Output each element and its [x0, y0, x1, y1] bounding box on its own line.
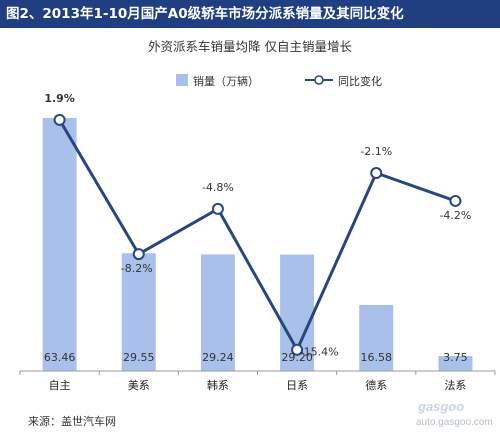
figure-title: 图2、2013年1-10月国产A0级轿车市场分派系销量及其同比变化	[0, 0, 500, 28]
bar-法系	[438, 356, 473, 371]
line-point	[132, 248, 145, 261]
yoy-change-line	[58, 119, 456, 352]
category-label: 韩系	[207, 378, 229, 392]
line-value-label: -15.4%	[300, 346, 339, 359]
line-point	[53, 113, 66, 126]
watermark-url: auto.gasgoo.com	[416, 417, 493, 428]
bar-韩系	[200, 254, 235, 371]
line-point	[449, 194, 462, 207]
line-value-label: -8.2%	[121, 262, 153, 275]
bar-美系	[121, 253, 156, 371]
bar-value-label: 29.20	[281, 351, 313, 364]
legend-bar-swatch	[176, 74, 188, 86]
category-label: 日系	[286, 379, 308, 392]
category-label: 法系	[444, 378, 466, 392]
legend-line-marker	[314, 75, 324, 85]
line-value-label: -2.1%	[360, 145, 392, 158]
line-point	[370, 167, 383, 180]
bar-value-label: 16.58	[361, 351, 393, 364]
category-label: 美系	[128, 379, 150, 392]
gasgoo-watermark-logo: gasgoo auto.gasgoo.com	[416, 399, 493, 428]
bar-value-label: 29.24	[202, 351, 234, 364]
line-value-label: -4.2%	[439, 209, 471, 222]
bar-德系	[359, 304, 394, 371]
legend-line-label: 同比变化	[338, 74, 382, 88]
line-value-label: -4.8%	[202, 181, 234, 194]
category-label: 自主	[49, 379, 71, 392]
bar-value-label: 63.46	[44, 351, 76, 364]
watermark-brand: gasgoo	[417, 399, 464, 414]
chart-subtitle: 外资派系车销量均降 仅自主销量增长	[148, 39, 352, 54]
bar-自主	[42, 118, 77, 371]
line-point	[211, 202, 224, 215]
line-point	[291, 343, 304, 356]
bar-value-label: 29.55	[123, 351, 155, 364]
category-label: 德系	[365, 378, 387, 392]
bar-value-label: 3.75	[443, 351, 468, 364]
legend-bar-label: 销量（万辆）	[193, 74, 259, 88]
line-value-label: 1.9%	[44, 92, 75, 105]
source-note: 来源：盖世汽车网	[28, 415, 116, 428]
